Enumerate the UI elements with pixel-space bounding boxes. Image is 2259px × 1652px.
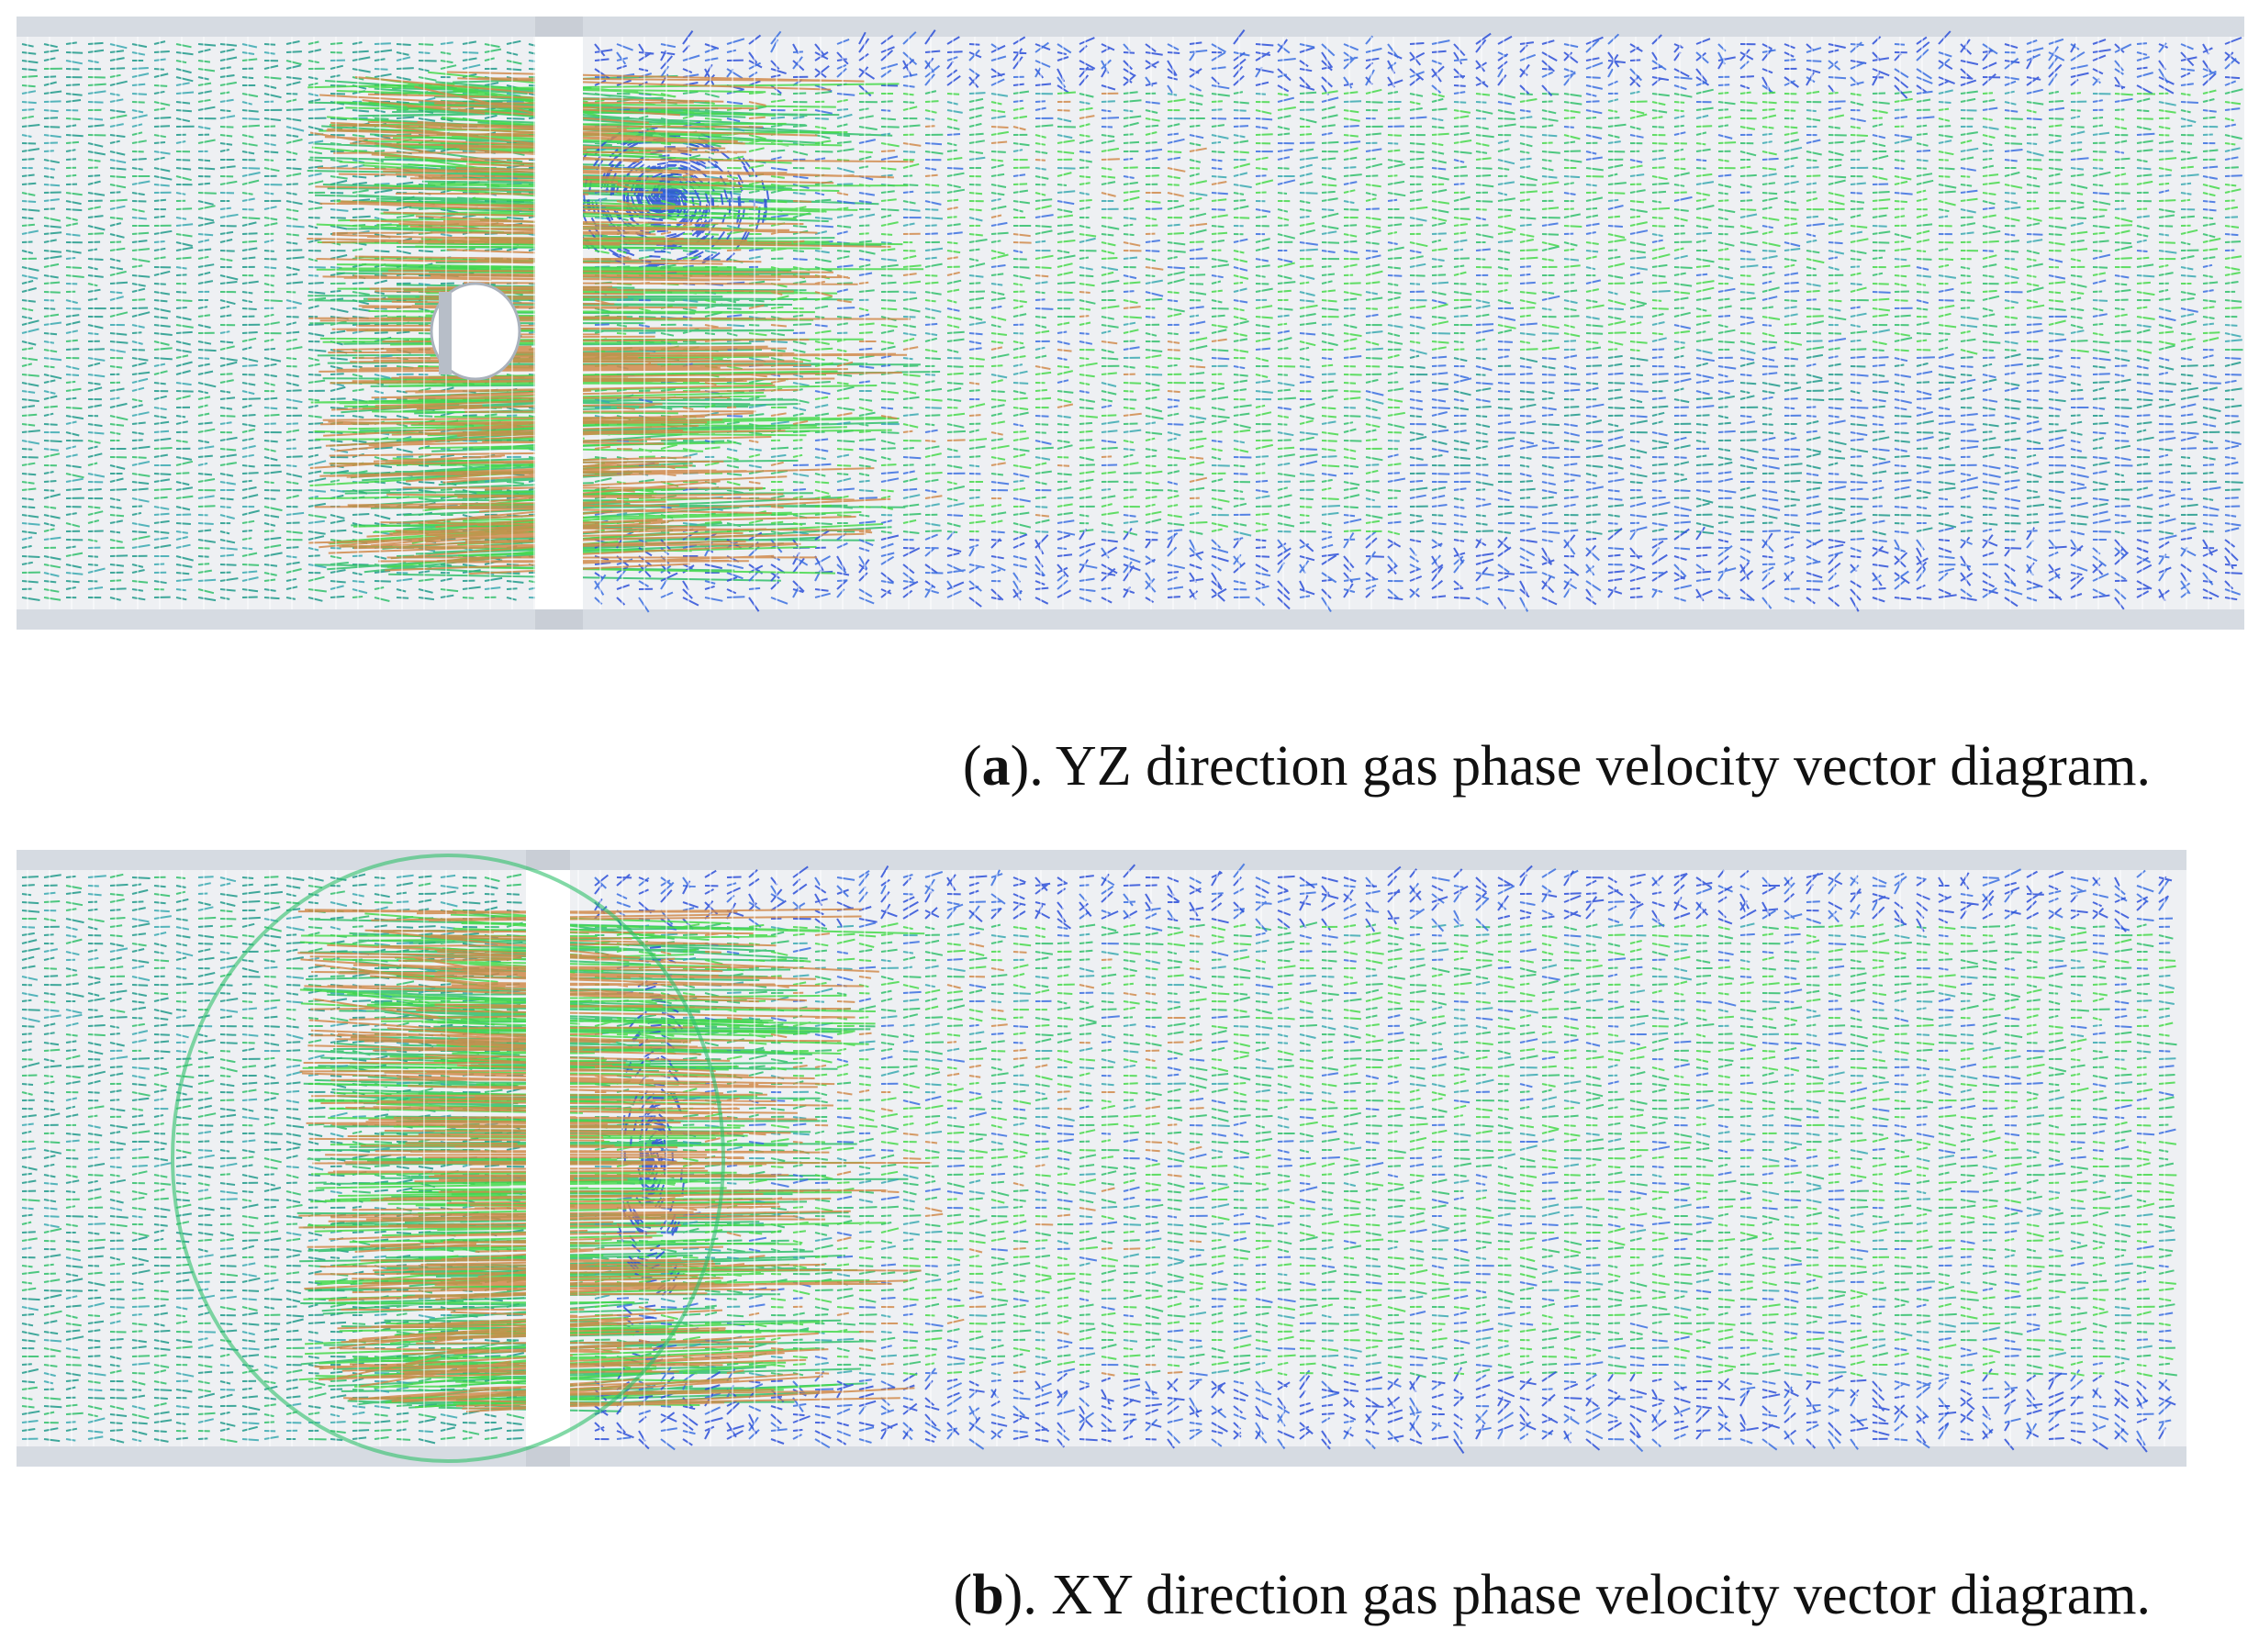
vector-diagram-xy <box>17 850 2186 1467</box>
caption-b: (b). XY direction gas phase velocity vec… <box>954 1563 2151 1628</box>
orifice-gap <box>535 17 583 630</box>
probe-hole <box>430 282 521 381</box>
caption-text: ). YZ direction gas phase velocity vecto… <box>1010 735 2151 798</box>
orifice-plate <box>535 609 583 630</box>
orifice-gap <box>526 850 570 1467</box>
orifice-plate <box>526 850 570 870</box>
probe-rod <box>439 292 452 374</box>
orifice-plate <box>526 1446 570 1467</box>
vector-diagram-yz <box>17 17 2244 630</box>
bubble-outline <box>171 854 725 1463</box>
caption-a: (a). YZ direction gas phase velocity vec… <box>963 734 2151 799</box>
caption-text: ). XY direction gas phase velocity vecto… <box>1003 1564 2151 1626</box>
paren: ( <box>962 735 982 798</box>
paren: ( <box>953 1564 973 1626</box>
panel-label: b <box>972 1564 1004 1626</box>
panel-label: a <box>981 735 1011 798</box>
orifice-plate <box>535 17 583 37</box>
